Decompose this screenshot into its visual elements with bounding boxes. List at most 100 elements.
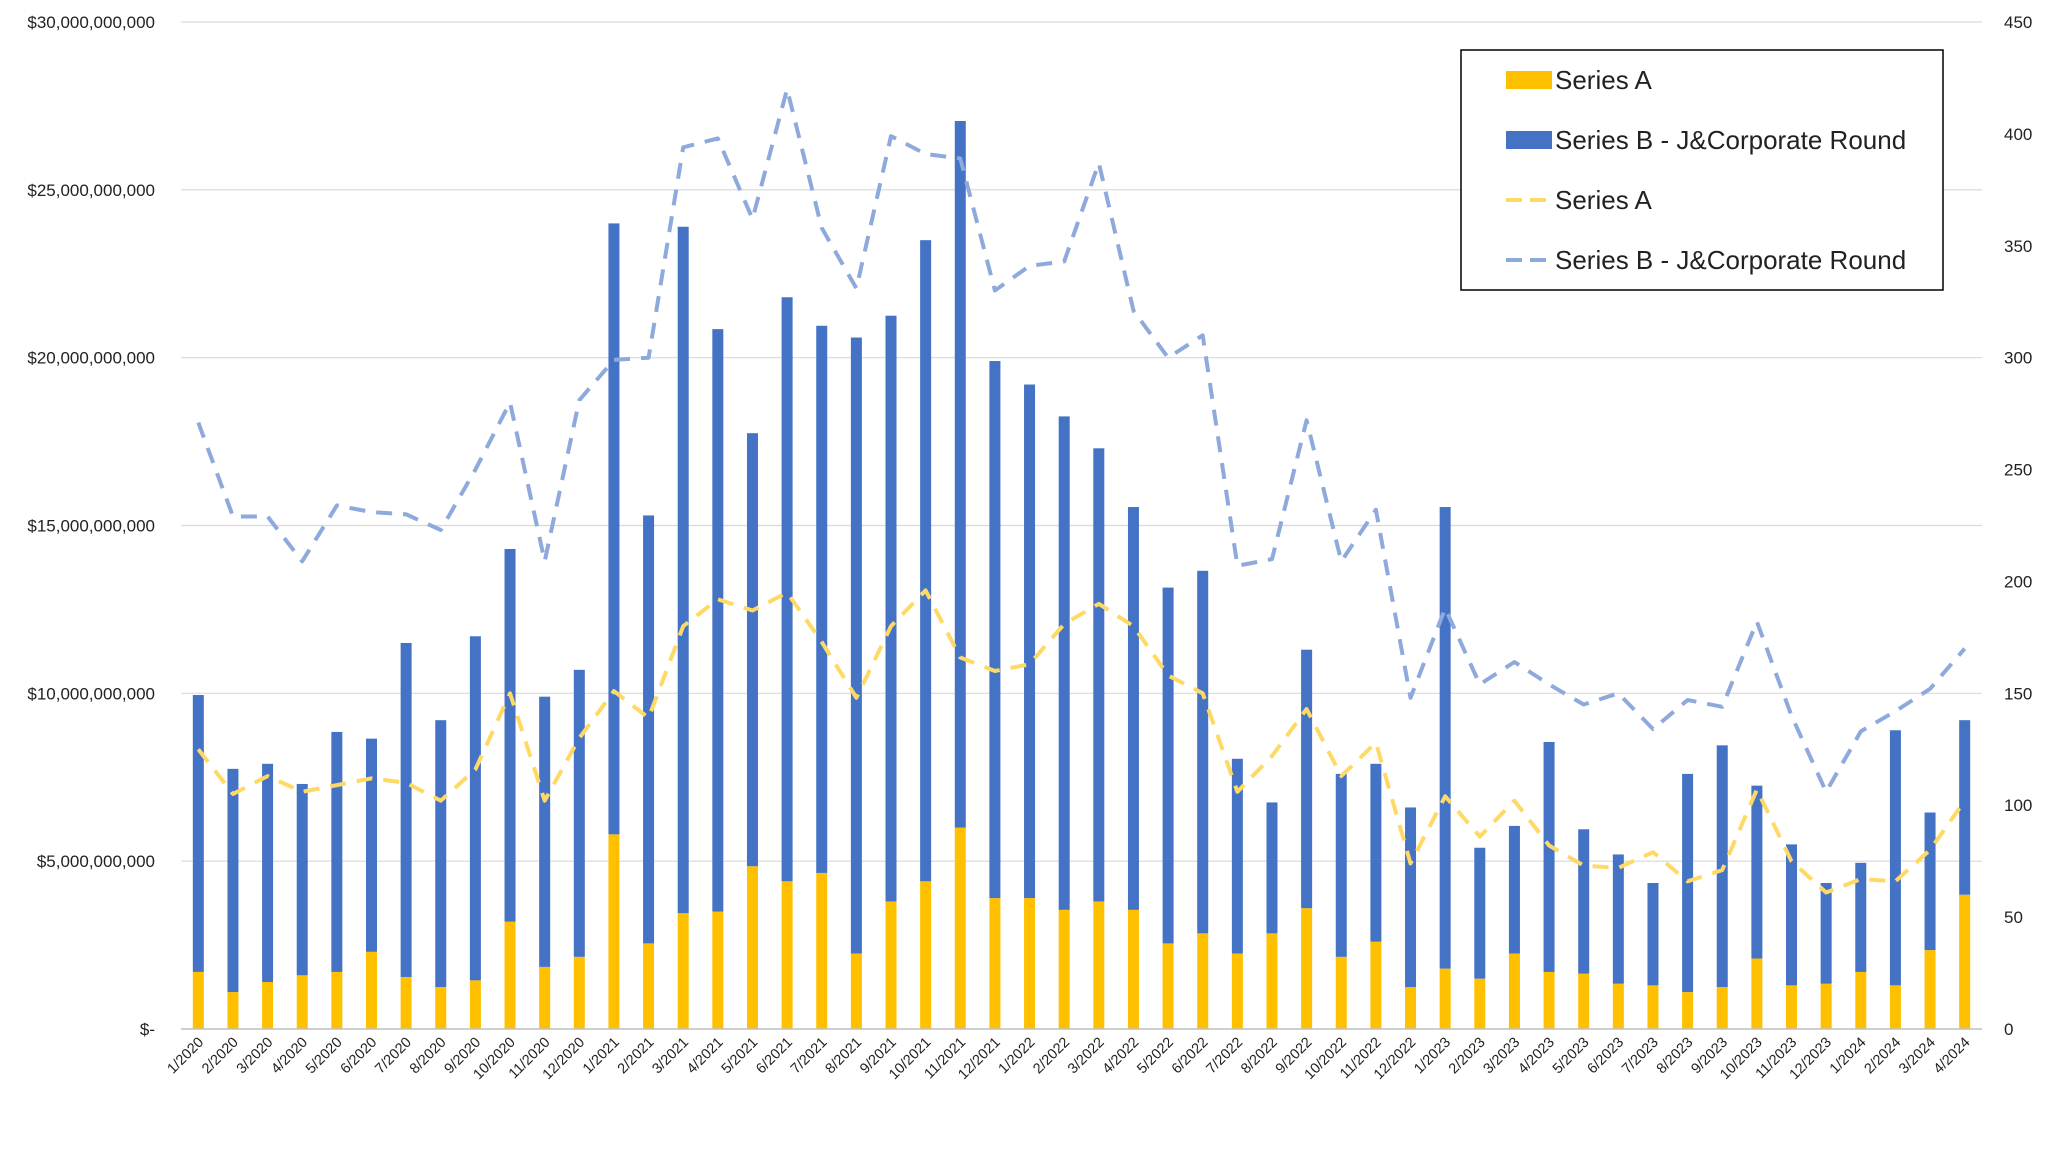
bar-series-b xyxy=(400,642,412,977)
bar-series-b xyxy=(608,223,620,835)
bar-series-a xyxy=(1508,953,1520,1029)
bar-series-a xyxy=(1024,898,1036,1029)
y-left-tick-label: $5,000,000,000 xyxy=(37,852,155,871)
bar-series-a xyxy=(1959,894,1971,1029)
x-tick-label: 5/2021 xyxy=(719,1035,762,1078)
legend-box xyxy=(1460,49,1944,291)
x-tick-label: 6/2020 xyxy=(338,1035,381,1078)
bar-series-a xyxy=(1058,909,1070,1029)
bar-series-a xyxy=(365,951,377,1029)
bar-series-b xyxy=(1647,882,1659,986)
x-tick-label: 7/2022 xyxy=(1204,1035,1247,1078)
bar-series-b xyxy=(1370,763,1382,942)
bar-series-a xyxy=(573,956,585,1029)
bar-series-b xyxy=(1301,649,1313,909)
bar-series-b xyxy=(227,768,239,993)
x-tick-label: 1/2023 xyxy=(1411,1035,1454,1078)
bar-series-b xyxy=(331,731,343,972)
bar-series-b xyxy=(989,361,1001,899)
bar-series-a xyxy=(1786,985,1798,1029)
bar-series-b xyxy=(1924,812,1936,951)
bar-series-a xyxy=(1716,987,1728,1029)
bar-series-b xyxy=(1197,570,1209,934)
x-tick-label: 4/2024 xyxy=(1931,1035,1974,1078)
x-tick-label: 8/2022 xyxy=(1238,1035,1281,1078)
bar-series-b xyxy=(1508,825,1520,954)
x-tick-label: 2/2021 xyxy=(615,1035,658,1078)
x-tick-label: 4/2021 xyxy=(684,1035,727,1078)
bar-series-b xyxy=(1786,844,1798,986)
x-tick-label: 4/2022 xyxy=(1100,1035,1143,1078)
bar-series-b xyxy=(920,240,932,882)
x-tick-label: 5/2020 xyxy=(303,1035,346,1078)
bar-series-a xyxy=(400,976,412,1029)
legend-label: Series A xyxy=(1555,185,1652,215)
bar-series-a xyxy=(1855,971,1867,1029)
bar-series-a xyxy=(954,827,966,1029)
bar-series-a xyxy=(1439,968,1451,1029)
x-tick-label: 8/2023 xyxy=(1654,1035,1697,1078)
bar-series-b xyxy=(954,121,966,828)
line-series-b xyxy=(196,87,1967,794)
y-left-tick-label: $20,000,000,000 xyxy=(27,349,155,368)
bar-series-b xyxy=(1751,785,1763,959)
bar-series-a xyxy=(1924,950,1936,1029)
y-left-tick-label: $10,000,000,000 xyxy=(27,684,155,703)
x-tick-label: 3/2020 xyxy=(234,1035,277,1078)
bar-series-a xyxy=(1578,973,1590,1029)
bar-series-a xyxy=(1751,958,1763,1029)
x-tick-label: 5/2022 xyxy=(1134,1035,1177,1078)
x-tick-label: 1/2021 xyxy=(580,1035,623,1078)
bar-series-a xyxy=(1647,985,1659,1029)
bar-series-b xyxy=(1959,720,1971,895)
y-right-tick-label: 0 xyxy=(2004,1020,2013,1039)
bar-series-a xyxy=(920,881,932,1029)
bar-series-b xyxy=(816,325,828,873)
bar-series-b xyxy=(262,763,274,983)
bar-series-a xyxy=(781,881,793,1029)
bar-series-b xyxy=(677,226,689,914)
x-tick-label: 6/2023 xyxy=(1584,1035,1627,1078)
bar-series-a xyxy=(746,866,758,1029)
line-series-a xyxy=(196,588,1967,895)
bar-series-a xyxy=(1543,971,1555,1029)
lines xyxy=(196,87,1967,895)
x-tick-label: 3/2022 xyxy=(1065,1035,1108,1078)
bar-series-b xyxy=(1439,507,1451,969)
legend-label: Series B - J&Corporate Round xyxy=(1555,125,1906,155)
bar-series-a xyxy=(1301,908,1313,1029)
y-left-tick-label: $15,000,000,000 xyxy=(27,517,155,536)
bar-series-a xyxy=(1266,933,1278,1029)
bar-series-b xyxy=(1335,773,1347,957)
bar-series-b xyxy=(1543,742,1555,972)
x-tick-label: 3/2021 xyxy=(649,1035,692,1078)
y-right-tick-label: 50 xyxy=(2004,908,2023,927)
bar-series-b xyxy=(1855,862,1867,972)
bar-series-a xyxy=(504,921,516,1029)
bar-series-b xyxy=(885,315,897,902)
legend: Series A Series B - J&Corporate Round Seri… xyxy=(1460,49,1944,291)
grid-lines xyxy=(181,21,1982,862)
bar-series-a xyxy=(1127,909,1139,1029)
bar-series-a xyxy=(816,872,828,1029)
bar-series-b xyxy=(1474,847,1486,979)
y-left-tick-label: $25,000,000,000 xyxy=(27,181,155,200)
bar-series-b xyxy=(1093,448,1105,902)
bar-series-b xyxy=(573,669,585,957)
bar-series-b xyxy=(365,738,377,952)
x-tick-label: 2/2020 xyxy=(199,1035,242,1078)
y-right-tick-label: 200 xyxy=(2004,572,2032,591)
bar-series-a xyxy=(677,913,689,1029)
y-left-tick-label: $- xyxy=(140,1020,155,1039)
legend-label: Series A xyxy=(1555,65,1652,95)
legend-swatch xyxy=(1506,71,1552,89)
bar-series-b xyxy=(1231,758,1243,954)
bar-series-a xyxy=(539,966,551,1029)
bar-series-a xyxy=(885,901,897,1029)
x-tick-label: 7/2023 xyxy=(1619,1035,1662,1078)
legend-swatch xyxy=(1506,131,1552,149)
bar-series-a xyxy=(1820,983,1832,1029)
bar-series-b xyxy=(1162,587,1174,944)
legend-label: Series B - J&Corporate Round xyxy=(1555,245,1906,275)
